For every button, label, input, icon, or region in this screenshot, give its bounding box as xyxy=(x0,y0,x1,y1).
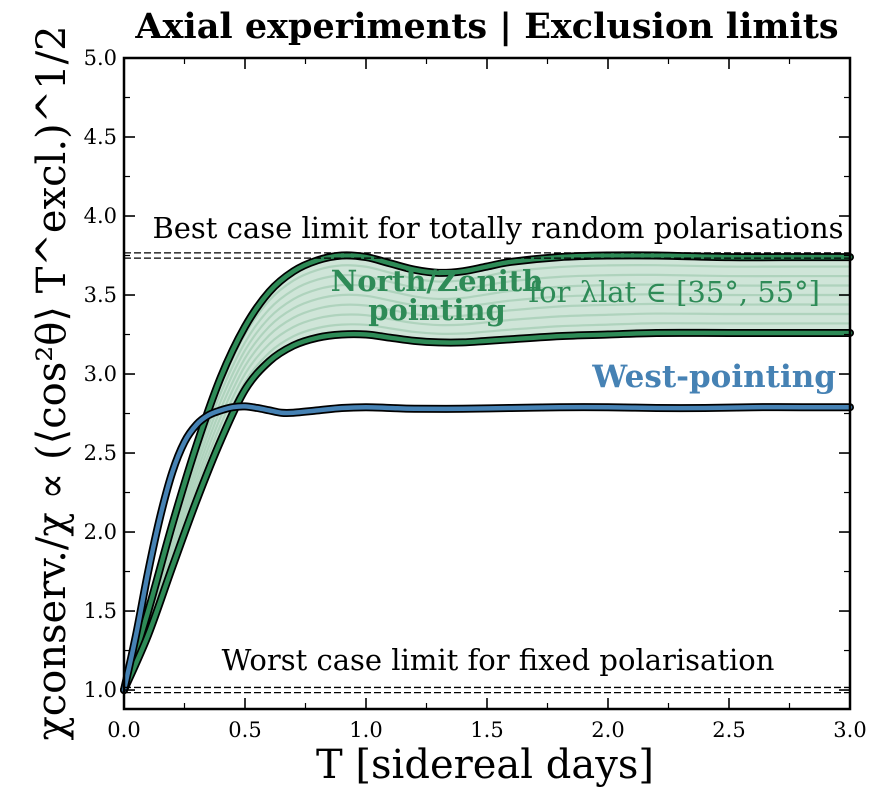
x-tick-label: 0.0 xyxy=(107,718,140,742)
y-tick-label: 4.0 xyxy=(84,204,117,228)
y-tick-label: 3.5 xyxy=(84,283,117,307)
worst-case-label: Worst case limit for fixed polarisation xyxy=(222,643,775,677)
y-tick-label: 1.0 xyxy=(84,678,117,702)
y-tick-label: 2.5 xyxy=(84,441,117,465)
band-inner-curve xyxy=(122,293,850,691)
y-axis-label: χconserv./χ ∝ (⟨cos²θ⟩ T^excl.)^1/2 xyxy=(29,25,75,740)
west-pointing-label: West-pointing xyxy=(591,359,836,395)
y-tick-label: 1.5 xyxy=(84,599,117,623)
west-pointing-line xyxy=(121,404,853,693)
band-inner-curve xyxy=(122,283,850,691)
y-tick-label: 3.0 xyxy=(84,362,117,386)
best-case-label: Best case limit for totally random polar… xyxy=(152,211,843,245)
plot-area xyxy=(120,251,854,695)
ticks: 0.0 0.5 1.0 1.5 2.0 2.5 3.0 1.0 1.5 2.0 2.5 3.0 3.5 4… xyxy=(84,46,867,742)
band-label-line2: pointing xyxy=(368,293,506,327)
x-tick-label: 3.0 xyxy=(833,718,866,742)
y-tick-label: 2.0 xyxy=(84,520,117,544)
x-axis-label: T [sidereal days] xyxy=(316,742,654,788)
band-inner-curve xyxy=(122,273,850,691)
x-tick-label: 0.5 xyxy=(228,718,261,742)
band-fill xyxy=(124,255,850,691)
band-range-label: for λlat ∈ [35°, 55°] xyxy=(528,275,820,309)
x-tick-label: 2.5 xyxy=(712,718,745,742)
y-tick-label: 4.5 xyxy=(84,125,117,149)
band-inner-curve xyxy=(122,302,850,691)
reference-lines xyxy=(124,252,850,694)
band-upper-edge xyxy=(121,253,853,693)
band-label-line1: North/Zenith xyxy=(331,264,543,298)
y-tick-label: 5.0 xyxy=(84,46,117,70)
series-layer xyxy=(120,402,854,695)
x-tick-label: 1.0 xyxy=(349,718,382,742)
x-tick-label: 2.0 xyxy=(591,718,624,742)
band-lower-edge xyxy=(121,330,853,693)
band-inner-curve xyxy=(122,312,850,691)
x-tick-label: 1.5 xyxy=(470,718,503,742)
chart-title: Axial experiments | Exclusion limits xyxy=(134,6,838,47)
band-layer xyxy=(120,251,854,695)
